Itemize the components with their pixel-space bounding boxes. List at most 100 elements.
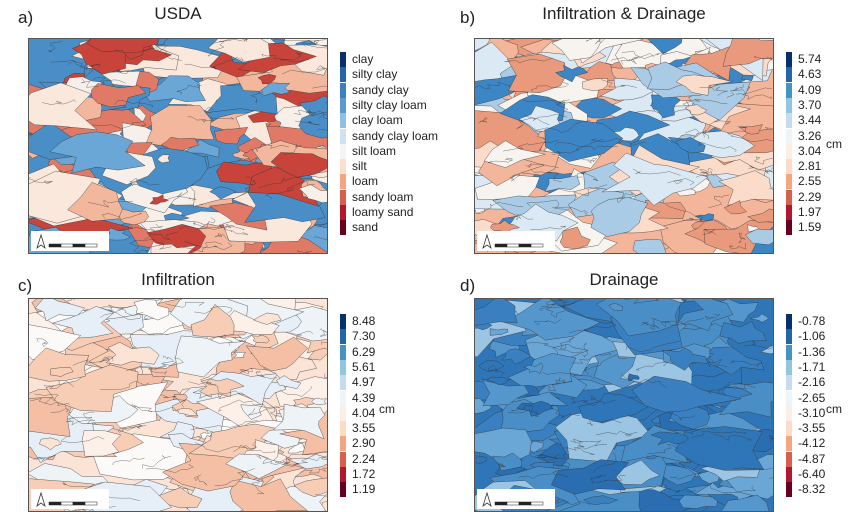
soil-texture-map	[28, 38, 328, 254]
contour-line	[153, 355, 175, 370]
scale-bar	[48, 243, 98, 248]
legend-swatch	[340, 143, 346, 159]
contour-line	[277, 451, 327, 463]
map-polygon	[251, 335, 270, 344]
map-polygon	[746, 224, 760, 233]
map-polygon	[253, 312, 282, 325]
legend-label: 8.48	[352, 314, 376, 328]
legend-item: 6.29	[340, 344, 375, 360]
contour-line	[258, 175, 305, 188]
map-polygon	[632, 239, 667, 253]
map-polygon	[486, 376, 509, 386]
contour-line	[184, 63, 217, 70]
map-polygon	[750, 313, 769, 323]
legend-swatch	[786, 143, 792, 159]
contour-line	[129, 177, 160, 187]
contour-line	[47, 40, 63, 53]
north-arrow-icon	[477, 489, 555, 509]
legend-item: -1.71	[786, 359, 825, 375]
contour-line	[315, 494, 327, 497]
map-polygon	[91, 83, 147, 108]
map-polygon	[684, 104, 708, 116]
map-polygon	[516, 400, 554, 417]
contour-line	[707, 353, 719, 368]
contour-line	[685, 128, 706, 138]
contour-line	[586, 419, 622, 427]
legend-item: -4.12	[786, 436, 825, 452]
legend-swatch	[340, 421, 346, 437]
panel-letter: d)	[460, 276, 476, 295]
contour-line	[115, 69, 130, 75]
contour-line	[62, 481, 94, 488]
contour-line	[282, 460, 308, 466]
map-polygon	[293, 477, 327, 498]
contour-line	[255, 144, 289, 152]
legend-label: clay loam	[352, 113, 403, 128]
map-polygon	[49, 367, 74, 377]
map-polygon	[582, 495, 619, 506]
contour-line	[516, 214, 534, 221]
map-polygon	[276, 375, 302, 389]
map-polygon	[311, 397, 327, 406]
legend-label: 3.70	[798, 97, 822, 112]
legend-item: 1.72	[340, 467, 375, 482]
map-polygon	[483, 140, 546, 168]
contour-line	[585, 39, 593, 42]
legend-item: 2.24	[340, 451, 375, 467]
legend-swatch	[340, 189, 346, 205]
map-polygon	[627, 373, 640, 382]
legend-item: loam	[340, 174, 378, 190]
map-polygon	[475, 73, 526, 106]
contour-line	[516, 117, 550, 129]
legend-swatch	[786, 482, 792, 498]
legend-swatch	[340, 128, 346, 144]
map-polygon	[582, 78, 609, 92]
legend-item: 3.44	[786, 113, 821, 129]
legend-swatch	[340, 52, 346, 67]
contour-line	[102, 307, 142, 321]
contour-line	[544, 381, 574, 392]
map-polygon	[272, 403, 326, 440]
contour-line	[542, 371, 595, 380]
legend-swatch	[340, 220, 346, 236]
legend-label: 1.59	[798, 220, 822, 235]
map-polygon	[721, 494, 770, 511]
contour-line	[530, 453, 561, 459]
legend-swatch	[786, 436, 792, 452]
contour-line	[156, 45, 182, 62]
contour-line	[313, 236, 327, 241]
contour-line	[593, 452, 618, 473]
map-legend: clay silty clay sandy clay silty clay loam c…	[340, 52, 450, 236]
contour-line	[295, 120, 320, 126]
legend-item: 2.90	[340, 436, 375, 452]
contour-line	[726, 126, 748, 137]
map-polygon	[674, 426, 765, 471]
map-polygon	[760, 345, 773, 354]
contour-line	[112, 457, 145, 466]
map-polygon	[298, 95, 327, 117]
contour-line	[193, 222, 245, 231]
contour-line	[667, 488, 697, 493]
contour-line	[518, 470, 569, 479]
contour-line	[496, 461, 506, 468]
contour-line	[30, 398, 71, 406]
legend-label: 6.29	[352, 344, 376, 359]
contour-line	[647, 444, 679, 455]
map-polygon	[747, 208, 773, 223]
contour-line	[108, 304, 144, 316]
contour-line	[205, 377, 241, 395]
contour-line	[279, 52, 303, 61]
contour-line	[223, 227, 249, 235]
contour-line	[525, 163, 559, 168]
map-polygon	[650, 431, 689, 446]
map-polygon	[279, 410, 327, 456]
contour-line	[68, 411, 95, 420]
contour-line	[261, 53, 310, 63]
legend-label: 3.44	[798, 113, 822, 128]
map-polygon	[669, 405, 710, 430]
contour-line	[264, 186, 294, 200]
contour-line	[211, 39, 249, 44]
contour-line	[682, 217, 713, 223]
legend-swatch	[340, 436, 346, 452]
map-graphic	[475, 39, 773, 253]
